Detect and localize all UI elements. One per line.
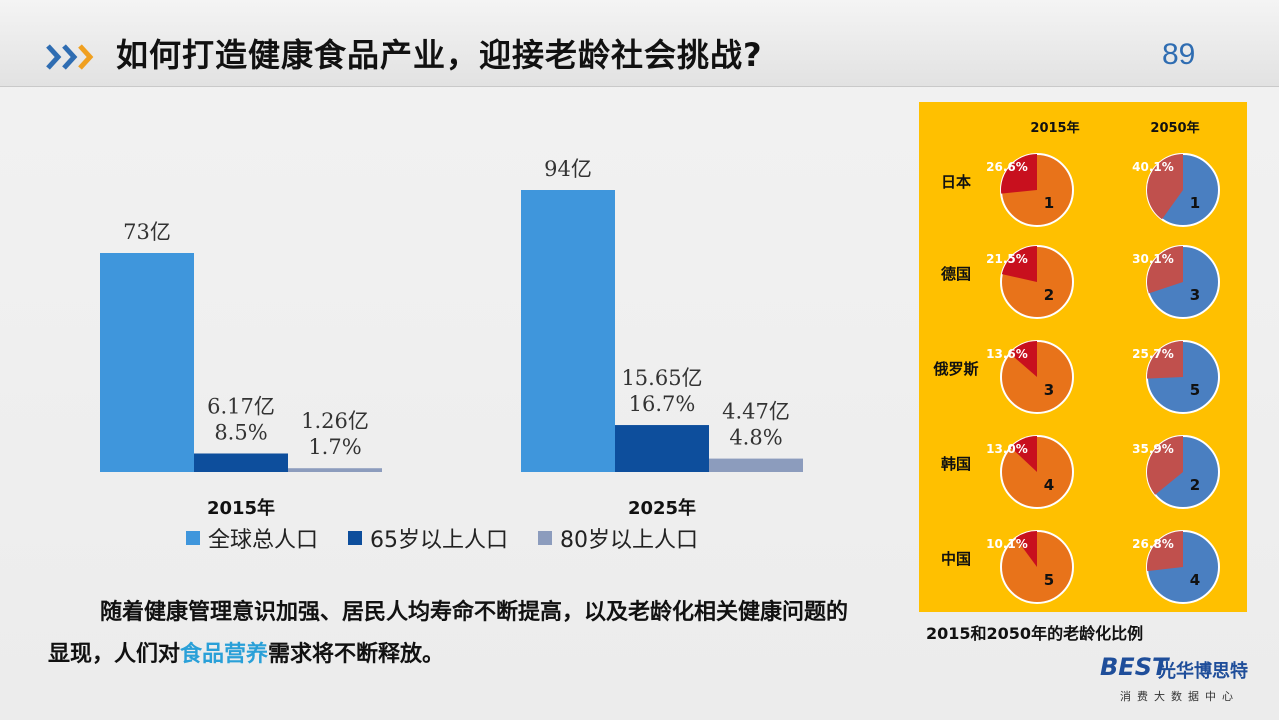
pie-percent-0-2050: 40.1% bbox=[1132, 160, 1174, 174]
pie-slice-4-2050 bbox=[1147, 531, 1183, 572]
bar-1-1 bbox=[615, 425, 709, 472]
summary-text: 随着健康管理意识加强、居民人均寿命不断提高，以及老龄化相关健康问题的显现，人们对… bbox=[48, 592, 868, 676]
legend-swatch-65plus bbox=[348, 531, 363, 545]
pie-percent-4-2015: 10.1% bbox=[986, 537, 1028, 551]
bar-label-0-0-0: 73亿 bbox=[123, 220, 171, 244]
pie-rank-3-2050: 2 bbox=[1190, 476, 1200, 494]
summary-part1: 随着健康管理意识加强、居民人均寿命不断提高，以及老龄化相关健康问题的显现，人们对 bbox=[48, 600, 849, 667]
pie-rank-2-2050: 5 bbox=[1190, 381, 1200, 399]
bar-0-1 bbox=[194, 453, 288, 472]
x-tick-label-0: 2015年 bbox=[207, 497, 275, 519]
bar-label-0-1-0: 6.17亿 bbox=[207, 394, 275, 418]
pie-row-label-3: 韩国 bbox=[941, 455, 971, 473]
pie-rank-2-2015: 3 bbox=[1044, 381, 1054, 399]
pie-rank-0-2015: 1 bbox=[1044, 194, 1054, 212]
bar-label-1-2-1: 4.8% bbox=[729, 426, 782, 450]
logo-subtitle: 消费大数据中心 bbox=[1120, 690, 1239, 703]
bar-0-0 bbox=[100, 253, 194, 472]
pie-rank-4-2015: 5 bbox=[1044, 571, 1054, 589]
legend-item-total: 全球总人口 bbox=[186, 522, 318, 554]
legend-swatch-total bbox=[186, 531, 200, 545]
bar-label-1-1-0: 15.65亿 bbox=[621, 366, 702, 390]
bar-label-1-2-0: 4.47亿 bbox=[722, 400, 790, 424]
pie-slice-0-2015 bbox=[1001, 154, 1037, 194]
bar-1-0 bbox=[521, 190, 615, 472]
pie-percent-2-2015: 13.6% bbox=[986, 347, 1028, 361]
bar-label-0-2-0: 1.26亿 bbox=[301, 409, 369, 433]
pie-slice-2-2050 bbox=[1147, 341, 1183, 379]
pie-caption: 2015和2050年的老龄化比例 bbox=[926, 624, 1144, 643]
bar-0-2 bbox=[288, 468, 382, 472]
legend-item-65plus: 65岁以上人口 bbox=[348, 522, 508, 554]
legend-label-total: 全球总人口 bbox=[208, 528, 319, 553]
page-title: 如何打造健康食品产业，迎接老龄社会挑战? bbox=[116, 36, 763, 74]
legend-swatch-80plus bbox=[538, 531, 553, 545]
chart-legend: 全球总人口 65岁以上人口 80岁以上人口 bbox=[186, 522, 698, 554]
bar-label-0-1-1: 8.5% bbox=[214, 420, 267, 444]
pie-slice-4-2015 bbox=[1015, 531, 1037, 567]
pie-percent-2-2050: 25.7% bbox=[1132, 347, 1174, 361]
pie-slice-2-2015 bbox=[1009, 341, 1037, 377]
bar-label-1-0-0: 94亿 bbox=[544, 157, 592, 181]
x-tick-label-1: 2025年 bbox=[628, 497, 696, 519]
pie-row-label-2: 俄罗斯 bbox=[932, 360, 978, 378]
bar-1-2 bbox=[709, 458, 803, 472]
pie-rank-0-2050: 1 bbox=[1190, 194, 1200, 212]
slide-header: 如何打造健康食品产业，迎接老龄社会挑战? 89 bbox=[0, 0, 1279, 87]
bar-label-0-2-1: 1.7% bbox=[308, 435, 361, 459]
pie-percent-4-2050: 26.8% bbox=[1132, 537, 1174, 551]
pie-row-label-0: 日本 bbox=[941, 173, 971, 191]
legend-item-80plus: 80岁以上人口 bbox=[538, 522, 698, 554]
logo-name: 光华博思特 bbox=[1158, 661, 1248, 682]
pie-percent-3-2015: 13.0% bbox=[986, 442, 1028, 456]
aging-ratio-panel: 2015年 2050年日本 26.6% 1 40.1% 1 德国 21.5% 2 30.1% 3 俄罗… bbox=[919, 102, 1247, 612]
pie-row-label-1: 德国 bbox=[941, 265, 971, 283]
legend-label-65plus: 65岁以上人口 bbox=[370, 528, 509, 553]
pie-slice-0-2050 bbox=[1147, 154, 1183, 220]
legend-label-80plus: 80岁以上人口 bbox=[560, 528, 699, 553]
pie-percent-1-2015: 21.5% bbox=[986, 252, 1028, 266]
company-logo: BEST 光华博思特 消费大数据中心 bbox=[1100, 653, 1270, 713]
pie-rank-1-2015: 2 bbox=[1044, 286, 1054, 304]
pie-percent-3-2050: 35.9% bbox=[1132, 442, 1174, 456]
pie-rank-4-2050: 4 bbox=[1190, 571, 1200, 589]
page-number: 89 bbox=[1162, 38, 1196, 71]
pie-row-label-4: 中国 bbox=[941, 550, 971, 568]
pie-rank-1-2050: 3 bbox=[1190, 286, 1200, 304]
pie-slice-3-2015 bbox=[1010, 436, 1037, 472]
pie-percent-0-2015: 26.6% bbox=[986, 160, 1028, 174]
pie-slice-3-2050 bbox=[1147, 436, 1183, 495]
pie-percent-1-2050: 30.1% bbox=[1132, 252, 1174, 266]
logo-mark: BEST bbox=[1100, 653, 1169, 681]
pie-slice-1-2050 bbox=[1147, 246, 1183, 294]
pie-column-header-1: 2050年 bbox=[1150, 120, 1199, 136]
pie-slice-1-2015 bbox=[1001, 246, 1037, 282]
bar-label-1-1-1: 16.7% bbox=[629, 392, 696, 416]
summary-part2: 需求将不断释放。 bbox=[268, 642, 445, 667]
pie-column-header-0: 2015年 bbox=[1030, 120, 1079, 136]
pie-rank-3-2015: 4 bbox=[1044, 476, 1054, 494]
chevron-arrows-icon bbox=[46, 44, 94, 70]
summary-highlight: 食品营养 bbox=[180, 642, 269, 667]
